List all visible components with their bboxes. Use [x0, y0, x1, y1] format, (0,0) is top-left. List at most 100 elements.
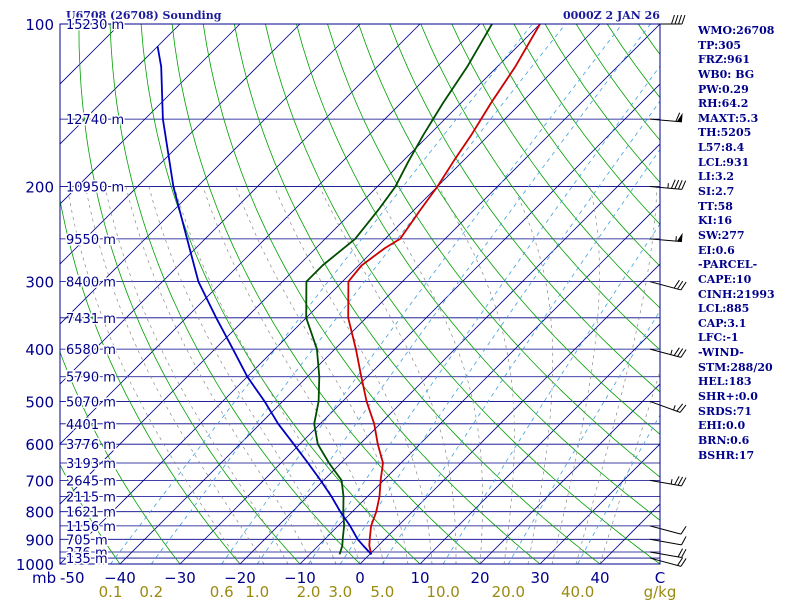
index-row: LI:3.2: [698, 170, 735, 184]
height-label: 12740 m: [66, 113, 124, 128]
index-row: STM:288/20: [698, 360, 773, 374]
wind-barb-shaft: [649, 400, 681, 413]
wind-barb: [649, 557, 687, 567]
mixing-ratio-unit: g/kg: [644, 583, 677, 600]
wind-barb-feather: [680, 558, 687, 567]
mixing-ratio-label: 0.6: [210, 583, 234, 600]
wind-barb-feather: [671, 14, 675, 25]
moist-adiabat-line: [373, 186, 483, 564]
dewpoint-profile: [305, 24, 493, 555]
height-label: 1621 m: [66, 506, 116, 521]
parcel-profile: [156, 46, 373, 556]
wind-barb-feather: [673, 347, 680, 356]
moist-adiabat-line: [273, 186, 433, 564]
height-label: 9550 m: [66, 233, 116, 248]
dry-adiabat-line: [60, 197, 241, 564]
isotherm-line: [60, 24, 601, 564]
dry-adiabat-line: [358, 24, 660, 435]
wind-barb-half: [670, 479, 673, 485]
index-row: EI:0.6: [698, 243, 735, 257]
dry-adiabat-line: [109, 24, 361, 564]
index-row: RH:64.2: [698, 97, 749, 111]
isotherm-line: [60, 24, 541, 505]
temperature-profile: [347, 24, 541, 555]
wind-barb-shaft: [649, 525, 682, 535]
temperature-tick-label: 10: [410, 569, 429, 587]
mixing-ratio-label: 10.0: [426, 583, 459, 600]
index-row: FRZ:961: [698, 53, 751, 67]
wind-barb-feather: [677, 180, 683, 190]
moist-adiabat-line: [438, 186, 515, 564]
wind-barb-feather: [677, 476, 684, 486]
pressure-tick-label: 600: [25, 436, 54, 454]
wind-barb-feather: [681, 536, 687, 546]
wind-barb: [649, 112, 683, 123]
index-row: SW:277: [698, 228, 745, 242]
wind-barb-shaft: [649, 118, 682, 123]
pressure-tick-label: 200: [25, 179, 54, 197]
wind-barb: [649, 525, 687, 535]
temperature-tick-label: −30: [164, 569, 196, 587]
wind-barb-half: [673, 405, 676, 411]
index-row: TP:305: [698, 38, 742, 52]
dry-adiabat-line: [60, 350, 181, 564]
pressure-tick-label: 1000: [16, 556, 54, 574]
mixing-ratio-line: [221, 24, 623, 564]
wind-barb-shaft: [649, 479, 682, 487]
wind-barb-feather: [676, 403, 684, 412]
wind-barb-feather: [680, 281, 687, 291]
wind-barb-feather: [679, 404, 687, 413]
dry-adiabat-line: [327, 24, 660, 478]
sounding-time: 0000Z 2 JAN 26: [563, 9, 660, 22]
wind-barb-feather: [678, 14, 682, 25]
index-row: HEL:183: [698, 375, 752, 389]
wind-barb-feather: [670, 179, 676, 189]
index-row: TT:58: [698, 199, 733, 213]
wind-barb: [649, 476, 687, 487]
wind-barb: [649, 400, 687, 413]
mixing-ratio-line: [381, 148, 660, 564]
dry-adiabat-line: [78, 24, 301, 564]
wind-barb-feather: [674, 179, 680, 189]
mixing-ratio-line: [339, 100, 660, 564]
wind-barb: [649, 279, 687, 291]
mixing-ratio-label: 2.0: [297, 583, 321, 600]
wind-barb-feather: [681, 14, 686, 25]
wind-barb-shaft: [649, 281, 682, 291]
index-row: SRDS:71: [698, 404, 752, 418]
height-label: 5070 m: [66, 395, 116, 410]
mixing-ratio-line: [256, 24, 651, 564]
temperature-tick-label: -50: [60, 569, 85, 587]
wind-barb-feather: [677, 548, 684, 558]
moist-adiabat-line: [599, 370, 660, 564]
moist-adiabat-line: [148, 186, 337, 564]
isotherm-line: [60, 24, 361, 325]
moist-adiabat-line: [202, 186, 385, 564]
wind-barb-feather: [675, 112, 681, 122]
moist-adiabat-line: [85, 186, 265, 564]
index-row: WMO:26708: [698, 24, 775, 37]
height-label: 276 m: [66, 546, 108, 561]
pressure-tick-label: 400: [25, 341, 54, 359]
wind-barb-half: [670, 349, 673, 355]
pressure-tick-label: 700: [25, 472, 54, 490]
wind-barb-feather: [674, 14, 679, 25]
index-row: LCL:885: [698, 302, 750, 316]
height-label: 1156 m: [66, 520, 116, 535]
temperature-tick-label: 40: [590, 569, 609, 587]
wind-barb-feather: [681, 477, 687, 487]
dry-adiabat-line: [233, 24, 601, 564]
wind-barb: [649, 232, 683, 243]
mixing-ratio-line: [150, 24, 566, 564]
dry-adiabat-line: [451, 24, 660, 309]
moist-adiabat-line: [513, 186, 554, 564]
wind-barb-feather: [677, 348, 684, 357]
wind-barb-feather: [677, 280, 684, 290]
index-row: -PARCEL-: [698, 258, 758, 272]
moist-adiabat-line: [235, 186, 409, 564]
temperature-tick-label: 0: [355, 569, 365, 587]
dry-adiabat-line: [296, 24, 660, 521]
indices-panel: WMO:26708 TP:305 FRZ:961 WB0: BG PW:0.29 RH:6…: [698, 24, 798, 463]
wind-barb-flag: [676, 112, 683, 122]
